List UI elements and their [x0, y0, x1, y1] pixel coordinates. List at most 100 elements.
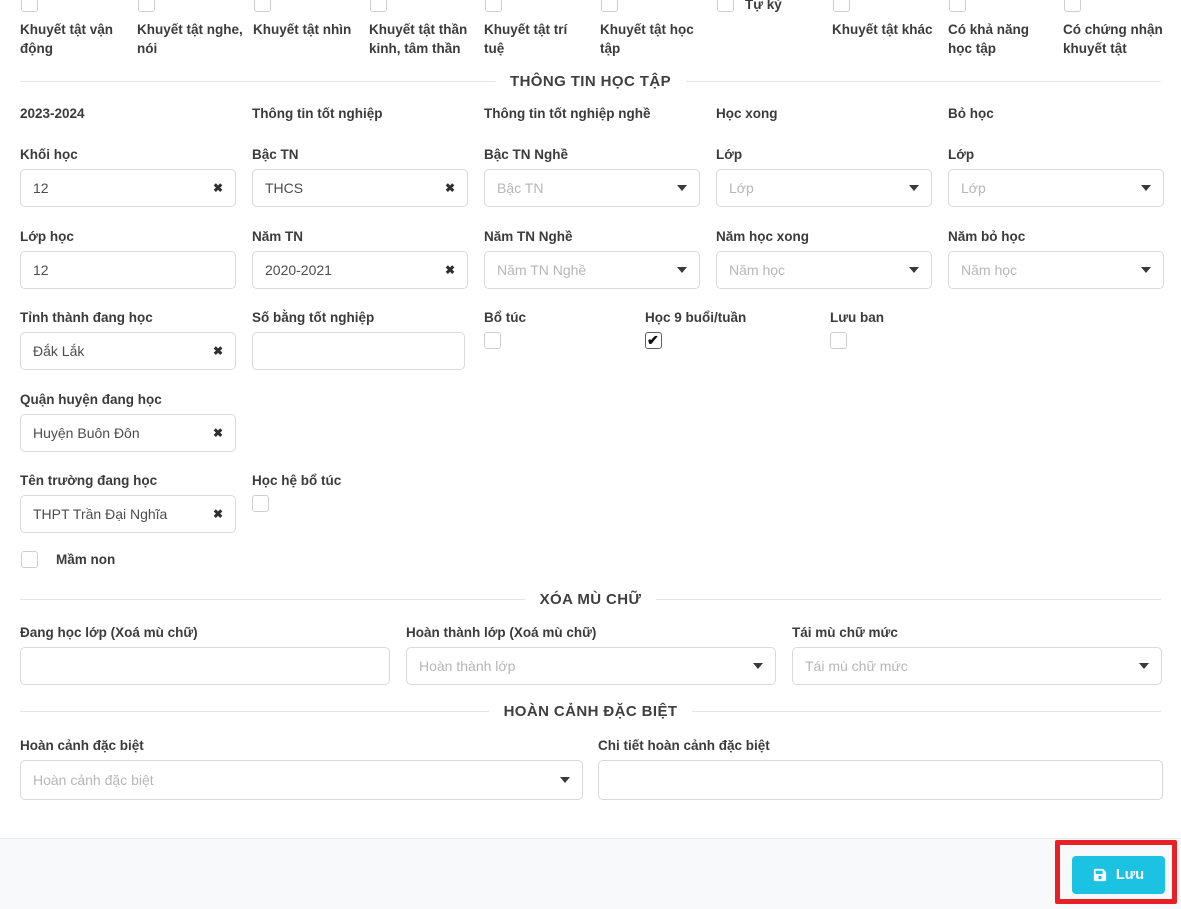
khuyet-tat-nhin-checkbox[interactable]: ✔ [254, 0, 271, 12]
chevron-down-icon [909, 185, 919, 191]
checkbox-label: Khuyết tật vận động [20, 22, 114, 56]
khuyet-tat-van-dong-checkbox[interactable]: ✔ [21, 0, 38, 12]
checkbox-label: Tự kỷ [745, 0, 782, 12]
disability-group-chung-nhan: ✔ Có chứng nhận khuyết tật [1063, 0, 1173, 58]
nam-tn-nghe-select[interactable]: Năm TN Nghề [484, 251, 700, 289]
field-label: Bậc TN [252, 147, 299, 162]
check-icon: ✔ [647, 332, 659, 348]
field-nam-hoc-xong: Năm học xong Năm học [716, 228, 932, 289]
field-label: Lớp [716, 147, 743, 162]
field-label: Năm học xong [716, 229, 810, 244]
khuyet-tat-khac-checkbox[interactable]: ✔ [833, 0, 850, 12]
clear-icon[interactable]: ✖ [212, 181, 223, 195]
ten-truong-input[interactable]: THPT Trần Đại Nghĩa ✖ [20, 495, 236, 533]
column-header-vocational: Thông tin tốt nghiệp nghề [484, 106, 651, 121]
hoc-he-bo-tuc-checkbox[interactable]: ✔ [252, 495, 269, 512]
input-value: 12 [33, 262, 49, 278]
co-chung-nhan-khuyet-tat-checkbox[interactable]: ✔ [1064, 0, 1081, 12]
tu-ky-checkbox[interactable]: ✔ [717, 0, 734, 12]
chevron-down-icon [1141, 267, 1151, 273]
field-label: Năm bỏ học [948, 229, 1026, 244]
field-label: Bậc TN Nghề [484, 147, 569, 162]
save-icon [1093, 868, 1107, 882]
tinh-thanh-input[interactable]: Đắk Lắk ✖ [20, 332, 236, 370]
so-bang-input[interactable] [252, 332, 465, 370]
annotation-highlight-box [1055, 840, 1177, 904]
field-label: Hoàn cảnh đặc biệt [20, 738, 144, 753]
quan-huyen-input[interactable]: Huyện Buôn Đôn ✖ [20, 414, 236, 452]
hoc-9-buoi-checkbox[interactable]: ✔ [645, 332, 662, 349]
bac-tn-nghe-select[interactable]: Bậc TN [484, 169, 700, 207]
field-bac-tn-nghe: Bậc TN Nghề Bậc TN [484, 146, 700, 207]
field-nam-tn-nghe: Năm TN Nghề Năm TN Nghề [484, 228, 700, 289]
chevron-down-icon [1141, 185, 1151, 191]
section-title: HOÀN CẢNH ĐẶC BIỆT [503, 702, 678, 720]
field-dang-hoc-lop: Đang học lớp (Xoá mù chữ) [20, 624, 390, 685]
select-placeholder: Lớp [729, 180, 754, 196]
clear-icon[interactable]: ✖ [212, 426, 223, 440]
select-placeholder: Năm học [729, 262, 786, 278]
lop-hoc-xong-select[interactable]: Lớp [716, 169, 932, 207]
field-bac-tn: Bậc TN THCS ✖ [252, 146, 468, 207]
checkbox-label: Khuyết tật nghe, nói [137, 22, 243, 56]
field-nam-tn: Năm TN 2020-2021 ✖ [252, 228, 468, 289]
field-chi-tiet-hoan-canh: Chi tiết hoàn cảnh đặc biệt [598, 737, 1163, 800]
checkbox-label: Khuyết tật thần kinh, tâm thần [369, 22, 468, 56]
field-lop-bo-hoc: Lớp Lớp [948, 146, 1164, 207]
luu-ban-checkbox[interactable]: ✔ [830, 332, 847, 349]
nam-hoc-xong-select[interactable]: Năm học [716, 251, 932, 289]
checkbox-label: Khuyết tật trí tuệ [484, 22, 568, 56]
clear-icon[interactable]: ✖ [444, 263, 455, 277]
input-value: 12 [33, 180, 49, 196]
field-label: Lớp [948, 147, 975, 162]
lop-hoc-input[interactable]: 12 [20, 251, 236, 289]
clear-icon[interactable]: ✖ [212, 507, 223, 521]
field-label: Quận huyện đang học [20, 392, 162, 407]
khuyet-tat-hoc-tap-checkbox[interactable]: ✔ [601, 0, 618, 12]
section-divider-illiteracy: XÓA MÙ CHỮ [20, 589, 1161, 609]
bac-tn-input[interactable]: THCS ✖ [252, 169, 468, 207]
field-hoan-thanh-lop: Hoàn thành lớp (Xoá mù chữ) Hoàn thành l… [406, 624, 776, 685]
nam-bo-hoc-select[interactable]: Năm học [948, 251, 1164, 289]
khuyet-tat-tri-tue-checkbox[interactable]: ✔ [485, 0, 502, 12]
clear-icon[interactable]: ✖ [444, 181, 455, 195]
input-value: THCS [265, 180, 304, 196]
chevron-down-icon [677, 185, 687, 191]
save-button[interactable]: Lưu [1072, 856, 1165, 894]
co-kha-nang-hoc-tap-checkbox[interactable]: ✔ [949, 0, 966, 12]
khuyet-tat-nghe-noi-checkbox[interactable]: ✔ [138, 0, 155, 12]
khuyet-tat-than-kinh-checkbox[interactable]: ✔ [370, 0, 387, 12]
column-header-finished: Học xong [716, 106, 778, 121]
select-placeholder: Năm học [961, 262, 1018, 278]
hoan-canh-select[interactable]: Hoàn cảnh đặc biệt [20, 760, 583, 800]
footer-bar [0, 839, 1181, 909]
dang-hoc-lop-input[interactable] [20, 647, 390, 685]
chi-tiet-hoan-canh-input[interactable] [598, 760, 1163, 800]
field-hoan-canh: Hoàn cảnh đặc biệt Hoàn cảnh đặc biệt [20, 737, 583, 800]
field-lop-hoc: Lớp học 12 [20, 228, 236, 289]
field-label: Học hệ bổ túc [252, 473, 342, 488]
hoan-thanh-lop-select[interactable]: Hoàn thành lớp [406, 647, 776, 685]
lop-bo-hoc-select[interactable]: Lớp [948, 169, 1164, 207]
field-label: Khối học [20, 147, 78, 162]
field-label: Số bằng tốt nghiệp [252, 310, 375, 325]
column-header-graduation: Thông tin tốt nghiệp [252, 106, 383, 121]
column-header-school-year: 2023-2024 [20, 106, 85, 121]
field-khoi-hoc: Khối học 12 ✖ [20, 146, 236, 207]
nam-tn-input[interactable]: 2020-2021 ✖ [252, 251, 468, 289]
disability-group-kha-nang: ✔ Có khả năng học tập [948, 0, 1054, 58]
mam-non-checkbox[interactable]: ✔ [21, 551, 38, 568]
field-label: Lớp học [20, 229, 74, 244]
input-value: THPT Trần Đại Nghĩa [33, 506, 168, 522]
footer-divider [0, 838, 1181, 839]
bo-tuc-checkbox[interactable]: ✔ [484, 332, 501, 349]
select-placeholder: Hoàn thành lớp [419, 658, 516, 674]
select-placeholder: Bậc TN [497, 180, 544, 196]
tai-mu-chu-select[interactable]: Tái mù chữ mức [792, 647, 1162, 685]
field-nam-bo-hoc: Năm bỏ học Năm học [948, 228, 1164, 289]
field-label: Lưu ban [830, 310, 885, 325]
select-placeholder: Tái mù chữ mức [805, 658, 908, 674]
clear-icon[interactable]: ✖ [212, 344, 223, 358]
khoi-hoc-input[interactable]: 12 ✖ [20, 169, 236, 207]
disability-group-nhin: ✔ Khuyết tật nhìn [253, 0, 359, 39]
